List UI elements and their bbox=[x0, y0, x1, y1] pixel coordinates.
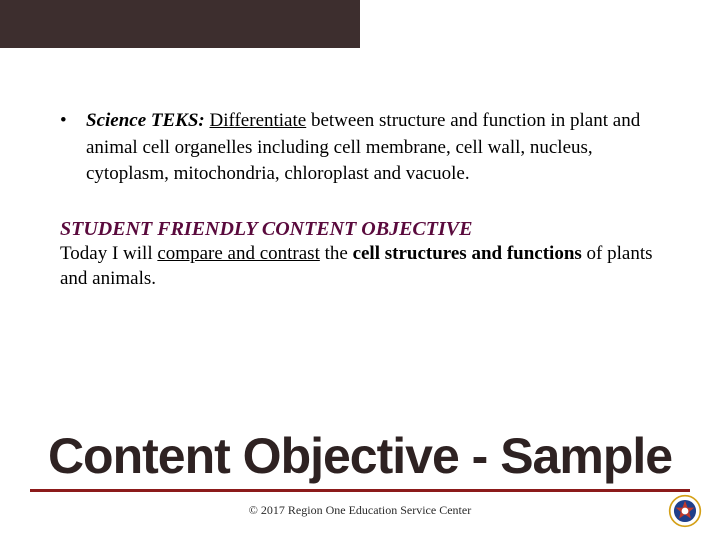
title-block: Content Objective - Sample bbox=[0, 427, 720, 492]
title-underline bbox=[30, 489, 690, 492]
objective-text: Today I will compare and contrast the ce… bbox=[60, 241, 660, 292]
bullet-dot: • bbox=[60, 108, 86, 188]
header-bar bbox=[0, 0, 360, 48]
copyright-footer: © 2017 Region One Education Service Cent… bbox=[0, 503, 720, 518]
slide-content: • Science TEKS: Differentiate between st… bbox=[0, 48, 720, 292]
objective-block: STUDENT FRIENDLY CONTENT OBJECTIVE Today… bbox=[60, 218, 660, 292]
teks-text: Science TEKS: Differentiate between stru… bbox=[86, 108, 660, 188]
teks-bullet-item: • Science TEKS: Differentiate between st… bbox=[60, 108, 660, 188]
teks-label: Science TEKS: bbox=[86, 110, 205, 131]
slide-title: Content Objective - Sample bbox=[0, 427, 720, 485]
objective-bold: cell structures and functions bbox=[353, 243, 582, 264]
organization-seal-icon bbox=[668, 494, 702, 528]
objective-heading: STUDENT FRIENDLY CONTENT OBJECTIVE bbox=[60, 218, 660, 241]
teks-keyword: Differentiate bbox=[210, 110, 307, 131]
objective-underlined: compare and contrast bbox=[157, 243, 319, 264]
